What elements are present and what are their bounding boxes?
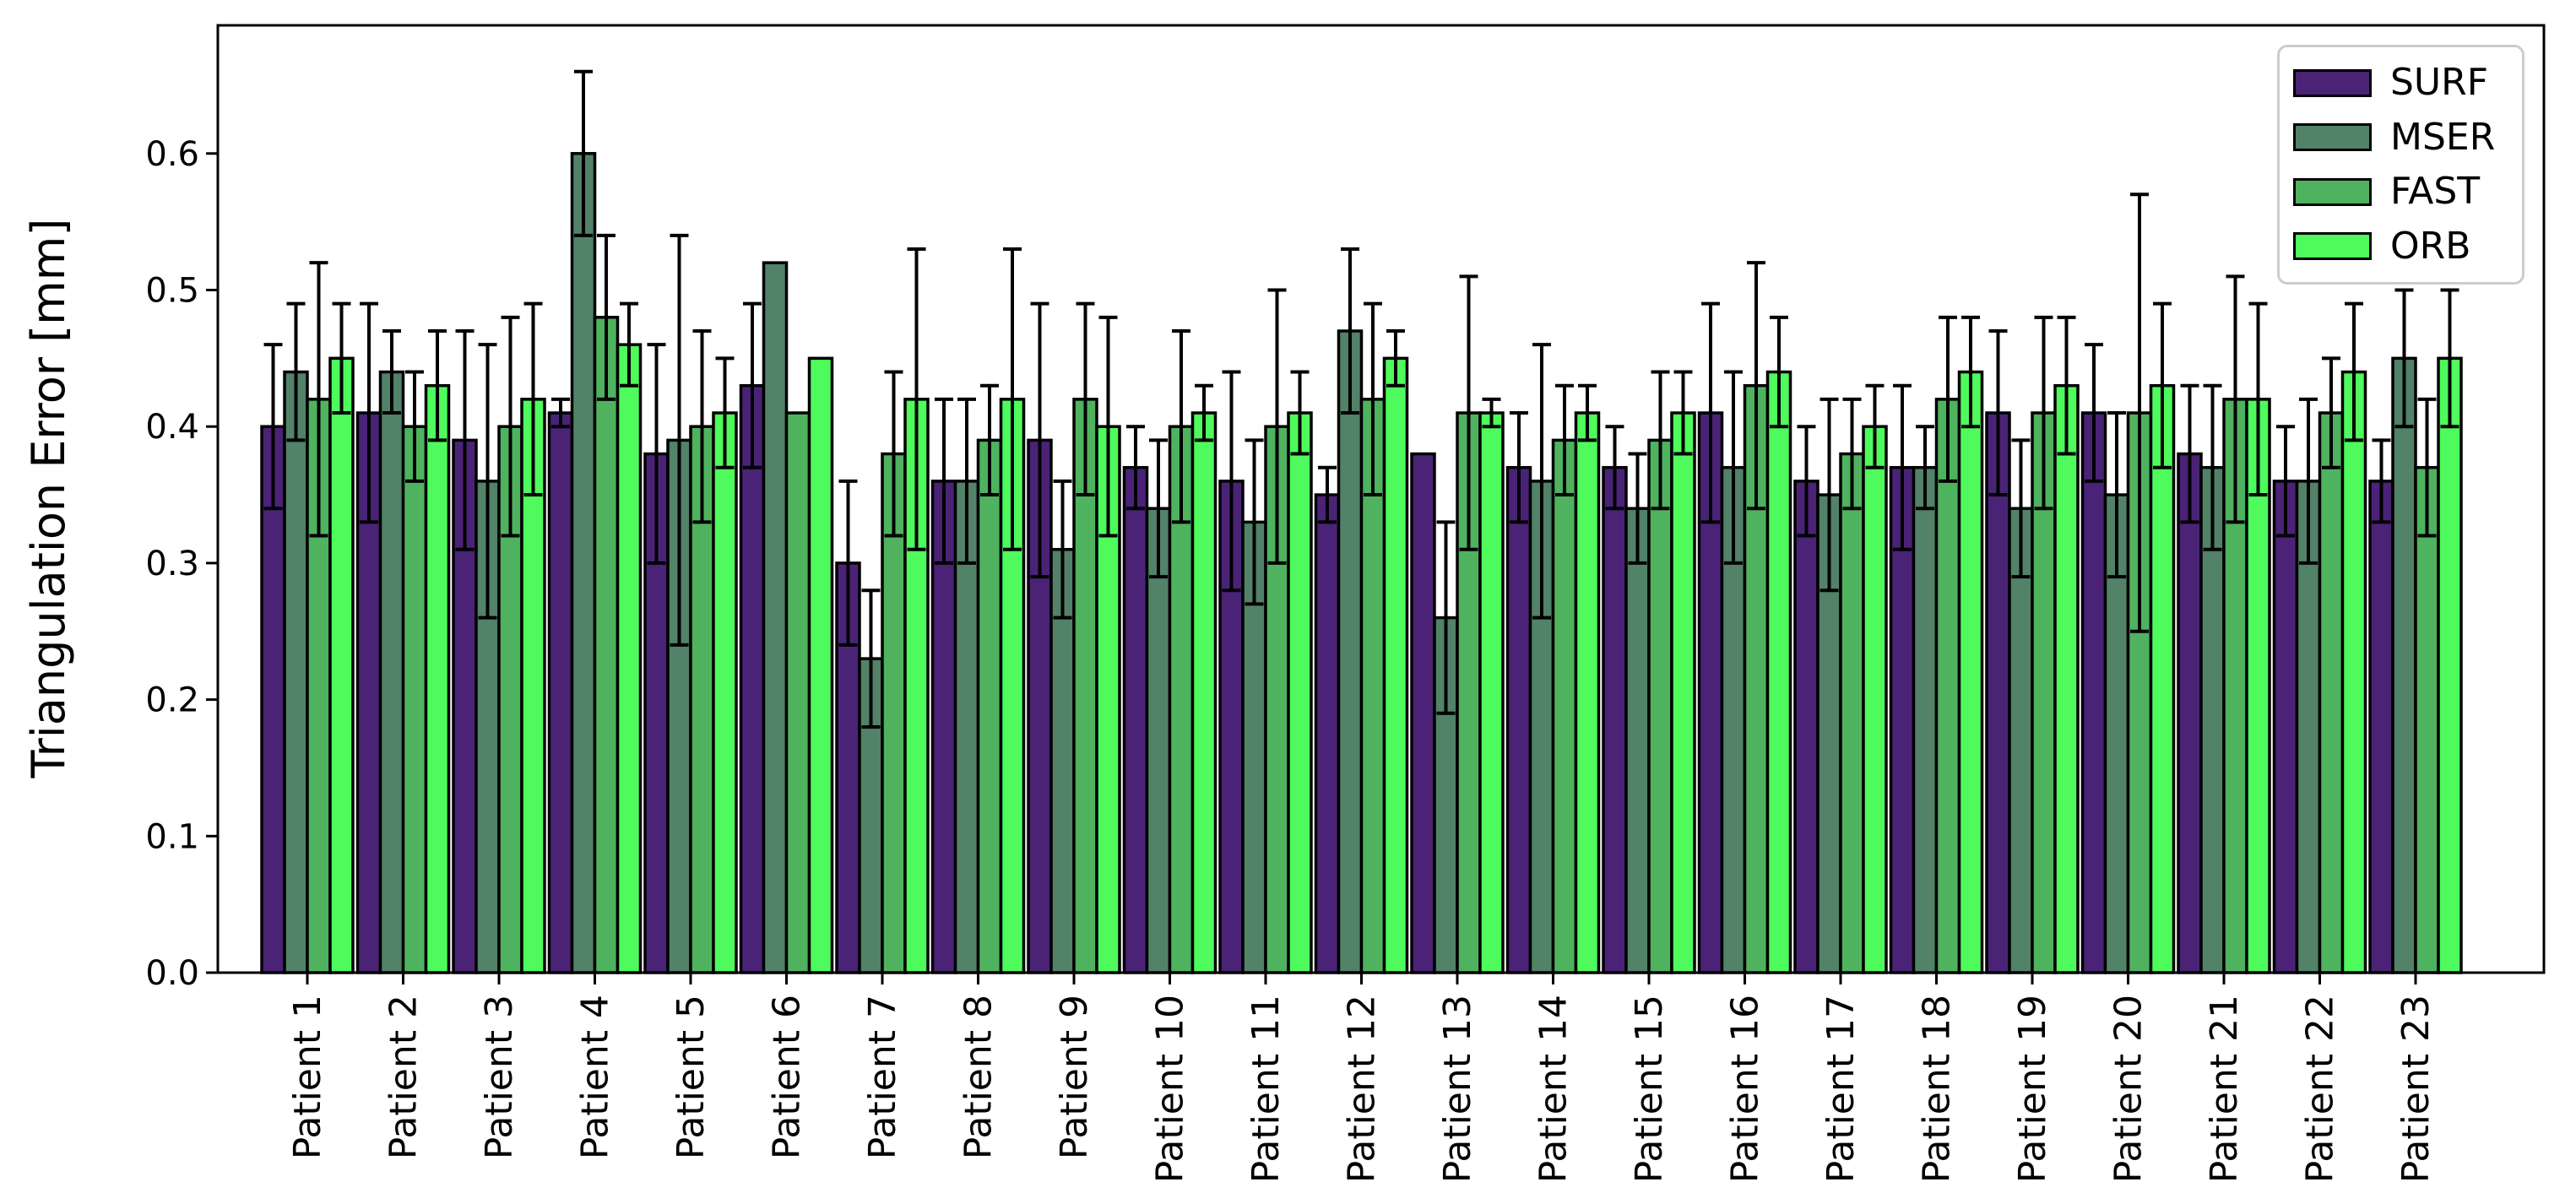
bar-mser-patient-23 bbox=[2391, 356, 2417, 974]
bar-orb-patient-4 bbox=[616, 343, 643, 974]
legend-item-mser: MSER bbox=[2293, 115, 2522, 159]
bar-mser-patient-6 bbox=[762, 261, 789, 974]
x-tick-label-patient-20: Patient 20 bbox=[2107, 995, 2150, 1183]
bar-fast-patient-23 bbox=[2414, 465, 2440, 974]
x-tick-label-patient-10: Patient 10 bbox=[1149, 995, 1192, 1183]
legend-item-fast: FAST bbox=[2293, 173, 2522, 210]
x-tick-label-patient-2: Patient 2 bbox=[382, 995, 426, 1159]
bar-fast-patient-14 bbox=[1551, 438, 1578, 974]
bar-fast-patient-2 bbox=[401, 425, 428, 974]
bar-orb-patient-18 bbox=[1957, 370, 1984, 974]
bar-mser-patient-12 bbox=[1337, 329, 1364, 974]
bar-orb-patient-17 bbox=[1862, 425, 1888, 974]
x-tick-label-patient-5: Patient 5 bbox=[670, 995, 713, 1159]
bar-mser-patient-19 bbox=[2008, 507, 2034, 974]
bar-orb-patient-19 bbox=[2053, 383, 2080, 974]
bar-surf-patient-10 bbox=[1122, 465, 1149, 974]
bar-orb-patient-6 bbox=[807, 356, 834, 974]
bar-orb-patient-15 bbox=[1670, 411, 1696, 974]
y-tick-label: 0.4 bbox=[145, 408, 199, 447]
bar-fast-patient-6 bbox=[784, 411, 811, 974]
bar-fast-patient-15 bbox=[1647, 438, 1673, 974]
x-tick-label-patient-8: Patient 8 bbox=[957, 995, 1001, 1159]
legend-item-orb: ORB bbox=[2293, 224, 2522, 268]
bar-mser-patient-15 bbox=[1624, 507, 1651, 974]
bar-surf-patient-4 bbox=[547, 411, 574, 974]
y-axis-title: Triangulation Error [mm] bbox=[22, 218, 75, 778]
axes-spines bbox=[216, 24, 2546, 974]
legend-swatch-surf bbox=[2293, 68, 2372, 97]
bar-orb-patient-22 bbox=[2340, 370, 2367, 974]
x-tick-label-patient-16: Patient 16 bbox=[1724, 995, 1767, 1183]
x-tick-label-patient-21: Patient 21 bbox=[2203, 995, 2246, 1183]
x-tick-label-patient-9: Patient 9 bbox=[1053, 995, 1096, 1159]
bar-fast-patient-4 bbox=[593, 316, 620, 974]
x-tick-label-patient-17: Patient 17 bbox=[1819, 995, 1863, 1183]
bar-fast-patient-18 bbox=[1934, 398, 1961, 974]
y-tick-label: 0.0 bbox=[145, 954, 199, 993]
bar-surf-patient-6 bbox=[739, 383, 766, 974]
bar-surf-patient-13 bbox=[1410, 452, 1436, 974]
legend-label-mser: MSER bbox=[2390, 115, 2496, 159]
bar-surf-patient-14 bbox=[1505, 465, 1532, 974]
bar-mser-patient-18 bbox=[1912, 465, 1939, 974]
y-tick-label: 0.6 bbox=[145, 135, 199, 174]
legend: SURF MSER FAST ORB bbox=[2277, 45, 2524, 285]
x-tick-label-patient-23: Patient 23 bbox=[2394, 995, 2438, 1183]
bar-orb-patient-16 bbox=[1765, 370, 1792, 974]
x-tick-label-patient-7: Patient 7 bbox=[861, 995, 904, 1159]
x-tick-label-patient-18: Patient 18 bbox=[1916, 995, 1959, 1183]
x-tick-label-patient-22: Patient 22 bbox=[2299, 995, 2342, 1183]
bar-orb-patient-5 bbox=[712, 411, 738, 974]
bar-surf-patient-19 bbox=[1985, 411, 2011, 974]
bar-fast-patient-17 bbox=[1839, 452, 1865, 974]
legend-swatch-orb bbox=[2293, 232, 2372, 261]
bar-orb-patient-11 bbox=[1287, 411, 1313, 974]
bar-mser-patient-2 bbox=[378, 370, 405, 974]
bar-surf-patient-17 bbox=[1793, 480, 1819, 974]
bar-orb-patient-13 bbox=[1478, 411, 1505, 974]
bar-orb-patient-20 bbox=[2149, 383, 2176, 974]
x-tick-label-patient-1: Patient 1 bbox=[286, 995, 329, 1159]
x-tick-label-patient-11: Patient 11 bbox=[1245, 995, 1288, 1183]
x-tick-label-patient-3: Patient 3 bbox=[478, 995, 521, 1159]
bar-surf-patient-20 bbox=[2080, 411, 2107, 974]
bar-surf-patient-23 bbox=[2368, 480, 2394, 974]
bar-orb-patient-2 bbox=[424, 383, 451, 974]
legend-label-fast: FAST bbox=[2390, 170, 2481, 214]
legend-swatch-mser bbox=[2293, 123, 2372, 152]
bar-mser-patient-4 bbox=[570, 152, 597, 974]
x-tick-label-patient-4: Patient 4 bbox=[574, 995, 617, 1159]
x-tick-label-patient-19: Patient 19 bbox=[2011, 995, 2054, 1183]
bar-surf-patient-22 bbox=[2272, 480, 2299, 974]
legend-swatch-fast bbox=[2293, 177, 2372, 206]
y-tick-label: 0.3 bbox=[145, 545, 199, 583]
bar-surf-patient-21 bbox=[2177, 452, 2203, 974]
x-tick-label-patient-15: Patient 15 bbox=[1628, 995, 1671, 1183]
x-tick-label-patient-6: Patient 6 bbox=[766, 995, 809, 1159]
legend-label-orb: ORB bbox=[2390, 224, 2471, 268]
legend-label-surf: SURF bbox=[2390, 61, 2489, 105]
bar-orb-patient-23 bbox=[2437, 356, 2463, 974]
x-tick-label-patient-12: Patient 12 bbox=[1341, 995, 1384, 1183]
bar-orb-patient-12 bbox=[1382, 356, 1409, 974]
legend-item-surf: SURF bbox=[2293, 64, 2522, 101]
bar-mser-patient-1 bbox=[283, 370, 309, 974]
bar-surf-patient-12 bbox=[1314, 493, 1341, 974]
bar-orb-patient-1 bbox=[328, 356, 355, 974]
bar-fast-patient-8 bbox=[976, 438, 1003, 974]
y-tick-label: 0.2 bbox=[145, 681, 199, 720]
x-tick-label-patient-13: Patient 13 bbox=[1436, 995, 1479, 1183]
bar-orb-patient-8 bbox=[999, 398, 1026, 974]
y-tick-label: 0.1 bbox=[145, 817, 199, 856]
x-tick-label-patient-14: Patient 14 bbox=[1532, 995, 1575, 1183]
bar-fast-patient-22 bbox=[2318, 411, 2345, 974]
bar-orb-patient-10 bbox=[1190, 411, 1217, 974]
bar-orb-patient-14 bbox=[1574, 411, 1601, 974]
bar-surf-patient-15 bbox=[1602, 465, 1628, 974]
y-tick-label: 0.5 bbox=[145, 272, 199, 311]
